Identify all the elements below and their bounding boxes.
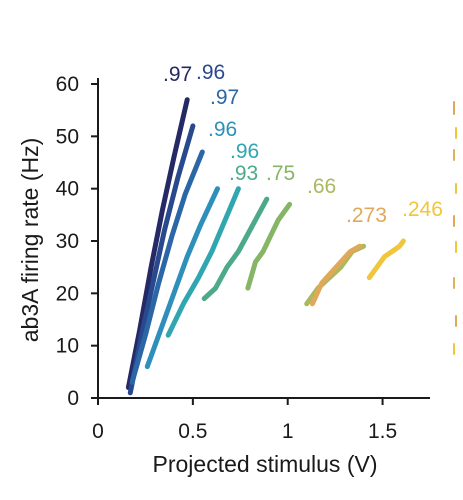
y-tick-label: 0 (67, 387, 79, 410)
axes (97, 78, 430, 399)
series-group (125, 97, 406, 396)
series-labels: .97.96.97.96.96.93.75.66.273.246 (163, 61, 443, 227)
series-label: .96 (208, 118, 237, 141)
y-ticks: 0 10 20 30 40 50 60 (56, 73, 98, 410)
series-line (127, 123, 196, 396)
y-tick-label: 50 (56, 125, 79, 148)
x-tick-label: 1 (282, 420, 294, 443)
series-label: .66 (307, 175, 336, 198)
series-line (165, 186, 241, 338)
y-tick-label: 60 (56, 73, 79, 96)
x-tick-label: 1.5 (368, 420, 397, 443)
series-label: .93 (229, 162, 258, 185)
series-line (245, 201, 293, 291)
series-line (125, 97, 190, 390)
x-tick-label: 0 (92, 420, 104, 443)
x-tick-label: 0.5 (178, 420, 207, 443)
series-line (309, 243, 363, 307)
y-tick-label: 20 (56, 282, 79, 305)
y-tick-label: 40 (56, 178, 79, 201)
x-axis-title: Projected stimulus (V) (153, 451, 378, 477)
series-line (129, 149, 205, 385)
series-label: .97 (210, 86, 239, 109)
y-tick-label: 10 (56, 335, 79, 358)
series-label: .97 (163, 63, 192, 86)
series-label: .96 (196, 61, 225, 84)
series-label: .246 (402, 198, 443, 221)
y-axis-title: ab3A firing rate (Hz) (17, 138, 43, 343)
series-line (201, 196, 270, 302)
series-line (144, 186, 220, 370)
series-label: .273 (346, 204, 387, 227)
x-ticks: 0 0.5 1 1.5 (92, 398, 397, 443)
series-label: .96 (230, 140, 259, 163)
right-edge-cutoff-marks (453, 101, 457, 355)
y-tick-label: 30 (56, 230, 79, 253)
series-line (366, 238, 406, 281)
series-label: .75 (266, 162, 295, 185)
